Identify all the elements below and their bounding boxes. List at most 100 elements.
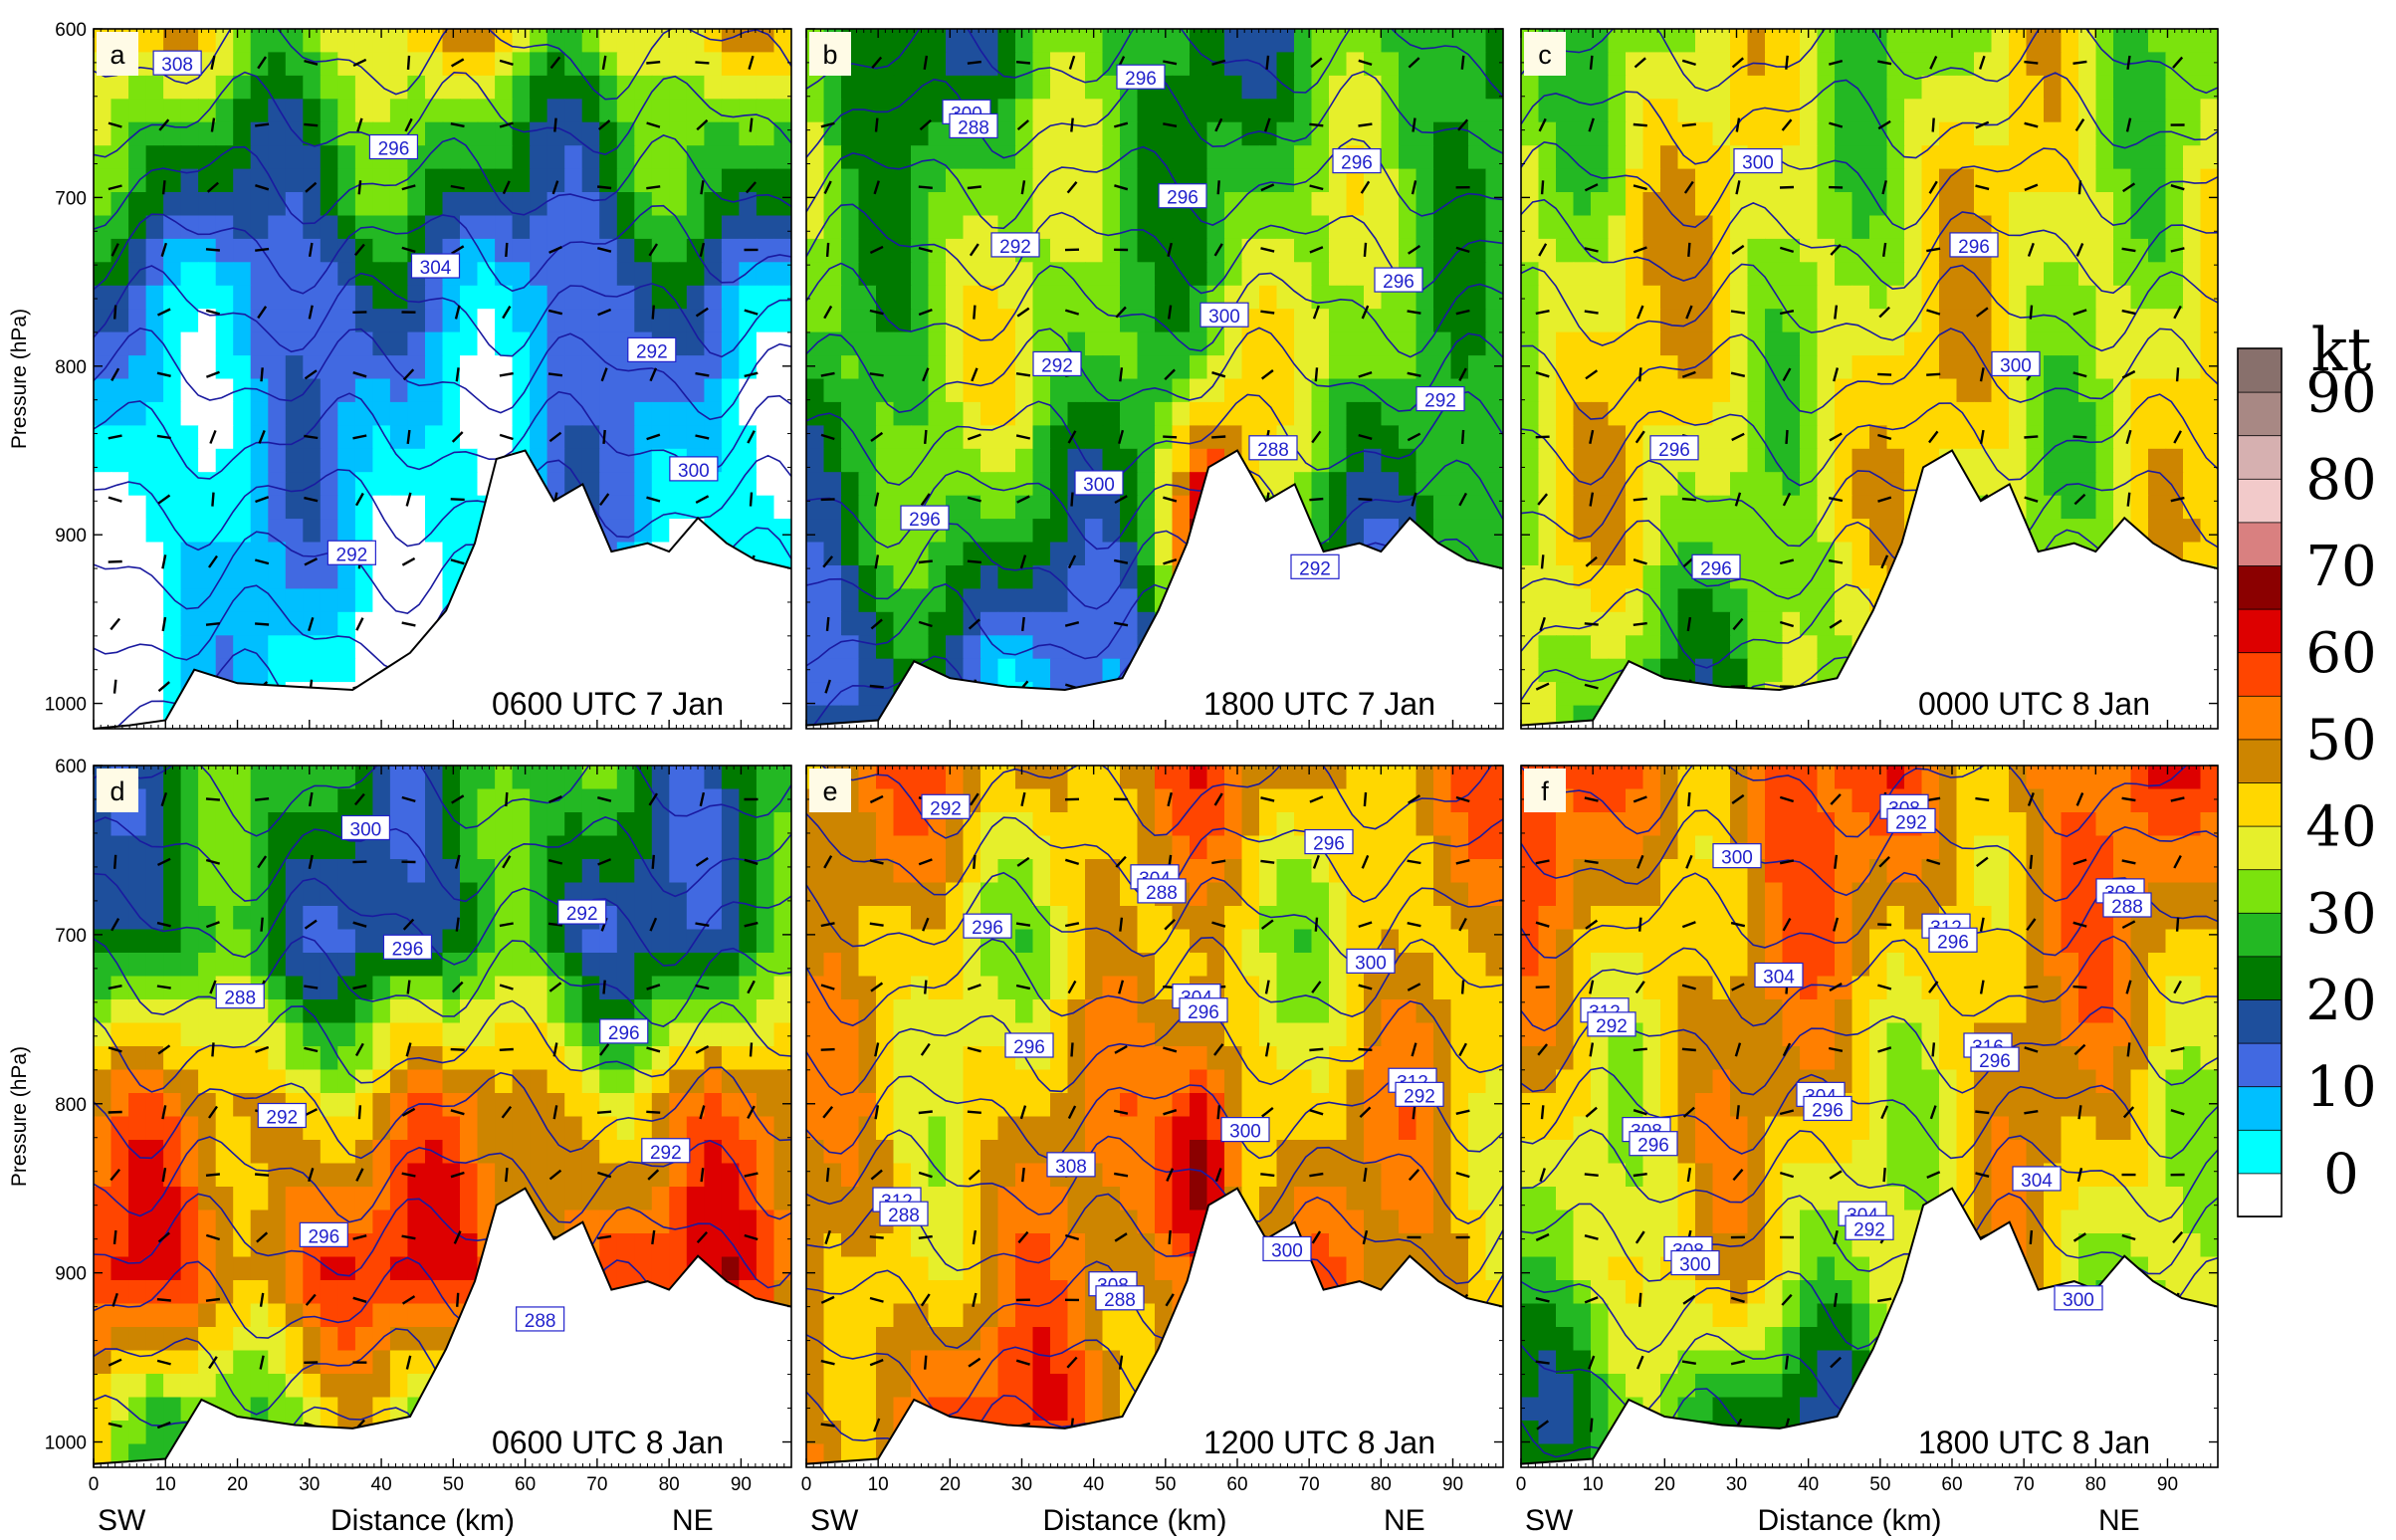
wind-speed-field — [1521, 29, 2218, 726]
isentrope-label: 296 — [1313, 834, 1345, 855]
isentrope-label-box — [1886, 807, 1936, 834]
isentrope-label: 292 — [1299, 558, 1331, 579]
isentrope-label-box — [1587, 1011, 1636, 1037]
isentrope-label: 292 — [1895, 812, 1927, 833]
isentrope-label-box — [949, 112, 998, 139]
panel-letter: f — [1541, 776, 1549, 806]
colorbar-tick-label: 90 — [2305, 361, 2376, 426]
x-tick-label: 50 — [443, 1474, 464, 1495]
x-tick-label: 20 — [227, 1474, 248, 1495]
x-axis-title: Distance (km) — [330, 1504, 515, 1537]
isentrope-label: 292 — [1041, 355, 1073, 376]
isentrope-label-box — [1649, 435, 1699, 461]
isentrope-label: 296 — [1188, 1002, 1219, 1023]
isentrope-label: 288 — [1104, 1290, 1136, 1311]
panel-letter: a — [109, 40, 125, 70]
isentrope-label: 296 — [909, 510, 941, 531]
x-tick-label: 40 — [1083, 1474, 1104, 1495]
isentrope-label-box — [410, 253, 461, 279]
isentrope-label: 288 — [958, 117, 989, 138]
isentrope-label: 296 — [1958, 237, 1990, 258]
colorbar-swatch — [2237, 912, 2283, 958]
ne-label: NE — [1384, 1504, 1425, 1537]
panel-time-label: 1200 UTC 8 Jan — [1203, 1425, 1435, 1460]
x-tick-label: 30 — [1726, 1474, 1747, 1495]
isentrope-label-box — [990, 232, 1040, 258]
isentrope-label-box — [1248, 435, 1298, 461]
panel-letter: c — [1538, 40, 1552, 70]
colorbar-swatch — [2237, 347, 2283, 393]
isentrope-label: 296 — [392, 939, 424, 960]
colorbar-tick-label: 20 — [2305, 969, 2376, 1033]
wind-vectors — [108, 791, 759, 1432]
wind-speed-field — [94, 29, 791, 729]
isentrope-label: 288 — [888, 1206, 920, 1226]
terrain-line — [93, 449, 792, 730]
isentrope-label: 296 — [1637, 1136, 1669, 1157]
colorbar-swatch — [2237, 434, 2283, 480]
x-tick-label: 20 — [940, 1474, 961, 1495]
panel-frame — [1520, 28, 2219, 730]
x-tick-label: 0 — [89, 1474, 100, 1495]
isentrope-label: 300 — [1355, 953, 1387, 974]
isentrope-label: 288 — [1257, 440, 1289, 461]
colorbar-swatch — [2237, 739, 2283, 783]
x-tick-label: 90 — [2157, 1474, 2178, 1495]
x-tick-label: 40 — [1798, 1474, 1819, 1495]
colorbar-unit: kt — [2311, 316, 2371, 385]
isentrope-label-box — [257, 1102, 307, 1129]
isentrope-label: 296 — [308, 1226, 339, 1247]
panel-a: 600 700 800 900 1000 a 0600 UTC 7 Jan 308 304 300… — [8, 20, 792, 730]
x-tick-label: 60 — [1941, 1474, 1962, 1495]
isentrope-label-box — [1290, 553, 1340, 579]
terrain-line — [1520, 449, 2219, 727]
x-tick-label: 70 — [2014, 1474, 2035, 1495]
isentrope-label: 304 — [420, 258, 452, 279]
isentrope-label-box — [340, 814, 390, 841]
isentrope-label-box — [1803, 1095, 1852, 1122]
colorbar-swatch — [2237, 391, 2283, 437]
isentrope-label-box — [1116, 64, 1166, 90]
isentrope-label-box — [669, 456, 719, 482]
isentrope-label: 296 — [1125, 69, 1157, 90]
panel-frame — [93, 28, 792, 730]
isentrope-label-box — [1991, 350, 2041, 377]
colorbar-tick-label: 50 — [2305, 708, 2376, 772]
isentrope-label-box — [1262, 1235, 1312, 1262]
isentrope-label-box — [1670, 1249, 1720, 1276]
isentrope-label: 300 — [1742, 153, 1774, 174]
isentrope-label-box — [1949, 232, 1999, 258]
colorbar-tick-label: 40 — [2305, 795, 2376, 860]
y-tick-label: 600 — [55, 20, 87, 41]
colorbar-swatch — [2237, 1042, 2283, 1088]
y-tick-label: 600 — [55, 757, 87, 777]
isentrope-label-box — [1004, 1032, 1054, 1058]
colorbar-tick-label: 80 — [2305, 448, 2376, 513]
isentrope-label-box — [1074, 470, 1124, 496]
isentrope-label-box — [1220, 1116, 1270, 1143]
isentrope-label: 288 — [2111, 897, 2143, 918]
panel-letter-box — [809, 769, 851, 812]
isentrope-label-box — [1304, 828, 1354, 855]
isentrope-label: 292 — [1424, 391, 1456, 412]
colorbar-swatch — [2237, 478, 2283, 524]
isentrope-label-box — [1754, 962, 1804, 989]
x-axis-title: Distance (km) — [1757, 1504, 1941, 1537]
isentrope-label: 296 — [1383, 272, 1415, 293]
isentrope-label: 296 — [1658, 440, 1690, 461]
isentrope-label-box — [627, 336, 677, 362]
isentrope-label-box — [1332, 147, 1382, 174]
x-tick-label: 10 — [868, 1474, 889, 1495]
colorbar-swatch — [2237, 564, 2283, 610]
isentrope-label: 300 — [1229, 1122, 1261, 1143]
isentrope-label-box — [1346, 948, 1396, 975]
terrain-line — [1520, 1187, 2219, 1465]
isentrope-label: 300 — [350, 819, 382, 840]
terrain-line — [805, 1187, 1504, 1465]
panel-letter-box — [97, 769, 138, 812]
isentrope-label-box — [963, 913, 1012, 939]
x-tick-label: 90 — [1442, 1474, 1463, 1495]
isentrope-label: 296 — [608, 1023, 640, 1044]
y-tick-label: 1000 — [45, 1433, 87, 1454]
x-tick-label: 30 — [299, 1474, 320, 1495]
